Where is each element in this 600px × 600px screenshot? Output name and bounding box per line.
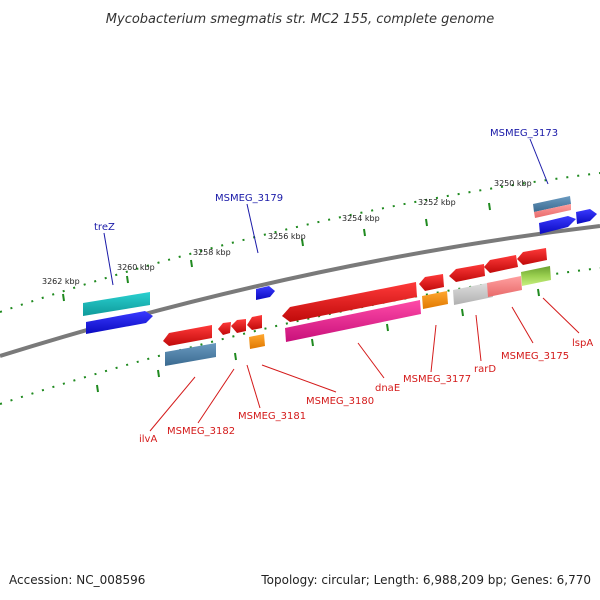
MSMEG_3175-companion-feature[interactable] [487,276,522,297]
genome-info-text: Topology: circular; Length: 6,988,209 bp… [261,573,591,587]
rarD-feature[interactable] [449,264,485,282]
reverse-strand-features [163,248,551,366]
MSMEG_3175-feature[interactable] [484,255,518,273]
genome-backbone [0,224,600,358]
treZ-feature[interactable] [83,292,150,316]
top-leader-lines [103,138,549,286]
MSMEG_3177-feature[interactable] [419,274,444,291]
forward-major-ticks [62,202,491,302]
gene-label-MSMEG_3181[interactable]: MSMEG_3181 [238,411,306,422]
scale-label: 3256 kbp [268,232,306,241]
treZ-cds-feature[interactable] [86,311,153,334]
gene-label-MSMEG_3179[interactable]: MSMEG_3179 [215,193,283,204]
gene-label-MSMEG_3173[interactable]: MSMEG_3173 [490,128,558,139]
MSMEG_3177-companion-feature[interactable] [422,291,448,309]
MSMEG_3179-feature[interactable] [256,286,275,300]
scale-label: 3258 kbp [193,248,231,257]
gene-label-dnaE[interactable]: dnaE [375,383,400,394]
scale-label: 3262 kbp [42,277,80,286]
MSMEG_3182-feature[interactable] [218,322,231,335]
bottom-leader-lines [149,297,580,432]
reverse-major-ticks [96,288,540,393]
MSMEG_3173-feature[interactable] [533,196,571,212]
gene-label-treZ[interactable]: treZ [94,222,115,233]
scale-label: 3250 kbp [494,179,532,188]
map-title: Mycobacterium smegmatis str. MC2 155, co… [106,12,494,27]
ilvA-companion-feature[interactable] [165,343,216,366]
forward-gene-feature[interactable] [539,216,576,234]
MSMEG_3173-companion-feature[interactable] [534,204,571,218]
accession-text: Accession: NC_008596 [9,573,146,587]
MSMEG_3181-feature[interactable] [231,319,246,333]
MSMEG_3180-feature[interactable] [247,315,262,330]
gene-label-MSMEG_3182[interactable]: MSMEG_3182 [167,426,235,437]
forward-gene-feature[interactable] [576,209,597,224]
MSMEG_3181-companion-feature[interactable] [249,334,265,349]
gene-label-MSMEG_3175[interactable]: MSMEG_3175 [501,351,569,362]
scale-label: 3254 kbp [342,214,380,223]
gene-label-MSMEG_3177[interactable]: MSMEG_3177 [403,374,471,385]
lspA-feature[interactable] [517,248,547,265]
lspA-companion-feature[interactable] [521,266,551,286]
scale-label: 3260 kbp [117,263,155,272]
forward-strand-features [83,196,597,334]
rarD-companion-feature[interactable] [453,282,493,305]
gene-label-lspA[interactable]: lspA [572,338,593,349]
gene-label-rarD[interactable]: rarD [474,364,496,375]
reverse-guide-ring [0,267,600,405]
dnaE-feature[interactable] [282,282,417,322]
gene-label-ilvA[interactable]: ilvA [139,434,157,445]
MSMEG_3180-gene-feature[interactable] [285,300,421,342]
scale-label: 3252 kbp [418,198,456,207]
forward-guide-ring [0,172,600,313]
ilvA-feature[interactable] [163,325,212,346]
gene-label-MSMEG_3180[interactable]: MSMEG_3180 [306,396,374,407]
